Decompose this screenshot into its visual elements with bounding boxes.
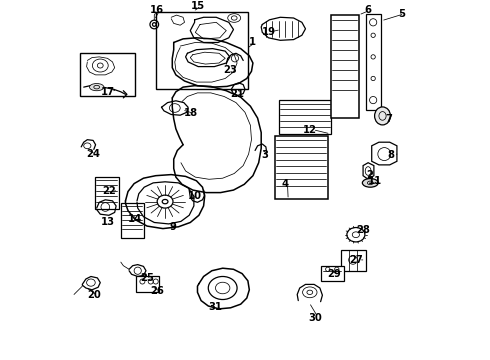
Ellipse shape: [363, 179, 378, 187]
Text: 11: 11: [368, 176, 382, 186]
Text: 2: 2: [366, 170, 372, 180]
Text: 1: 1: [248, 37, 256, 48]
Text: 25: 25: [140, 273, 154, 283]
Bar: [80, 53, 135, 96]
Bar: [342, 250, 366, 271]
Text: 7: 7: [386, 114, 392, 124]
Text: 18: 18: [184, 108, 198, 118]
Text: 31: 31: [208, 302, 222, 312]
Text: 13: 13: [100, 217, 115, 228]
Text: 29: 29: [327, 269, 341, 279]
Text: 20: 20: [88, 290, 101, 300]
Text: 5: 5: [398, 9, 405, 19]
Text: 16: 16: [150, 5, 164, 15]
Text: 3: 3: [261, 150, 268, 160]
Text: 24: 24: [86, 149, 100, 159]
Text: 26: 26: [150, 286, 164, 296]
Text: 15: 15: [191, 1, 205, 12]
Text: 17: 17: [101, 87, 115, 97]
Text: 19: 19: [261, 27, 275, 37]
Bar: [156, 12, 248, 89]
Text: 30: 30: [308, 312, 322, 323]
Text: 8: 8: [387, 150, 394, 160]
Bar: [274, 136, 328, 199]
Bar: [136, 276, 159, 292]
Text: 9: 9: [170, 222, 176, 232]
Bar: [321, 266, 343, 281]
Text: 12: 12: [303, 125, 317, 135]
Bar: [331, 15, 359, 118]
Bar: [279, 100, 331, 134]
Text: 28: 28: [356, 225, 370, 235]
Bar: [366, 14, 381, 110]
Text: 6: 6: [364, 5, 371, 15]
Text: 14: 14: [128, 214, 142, 224]
Ellipse shape: [90, 84, 104, 91]
Text: 23: 23: [223, 65, 237, 75]
Ellipse shape: [374, 107, 391, 125]
Text: 22: 22: [102, 186, 116, 196]
Text: 21: 21: [230, 89, 244, 99]
Text: 10: 10: [188, 191, 201, 201]
Bar: [95, 177, 119, 209]
Bar: [121, 203, 144, 238]
Text: 4: 4: [281, 179, 288, 189]
Text: 27: 27: [349, 255, 363, 265]
